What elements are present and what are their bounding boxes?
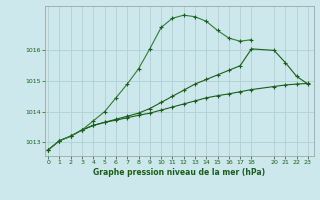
X-axis label: Graphe pression niveau de la mer (hPa): Graphe pression niveau de la mer (hPa) bbox=[93, 168, 265, 177]
